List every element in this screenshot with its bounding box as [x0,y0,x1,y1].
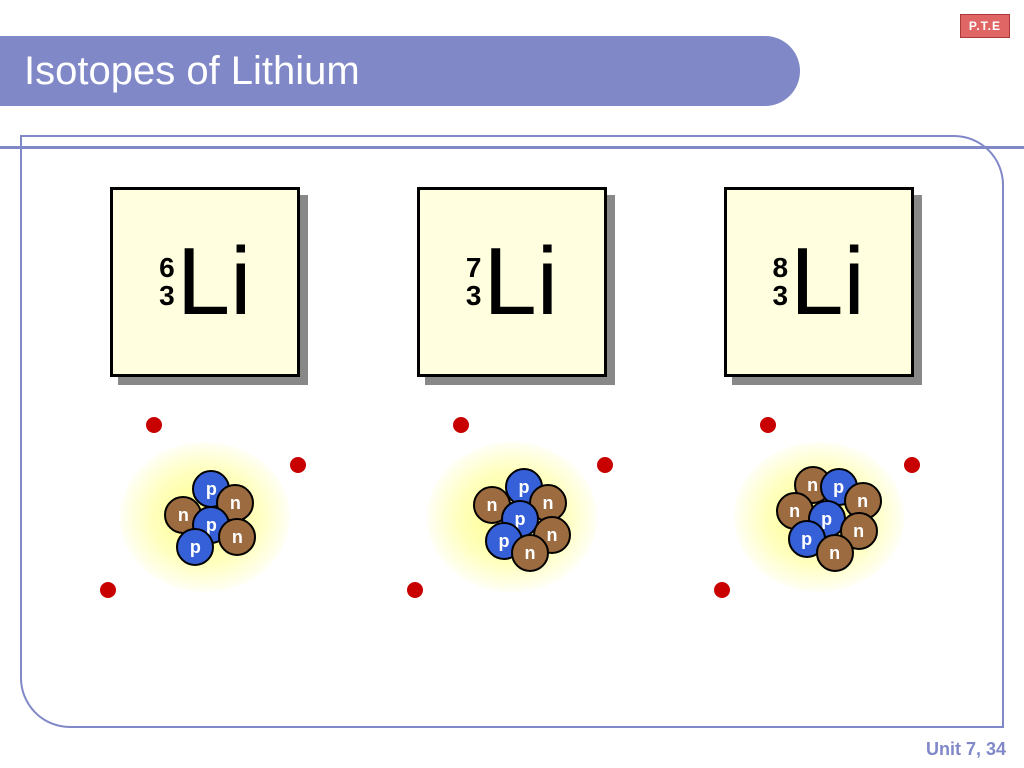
atom-diagram: pnnpnp [90,417,320,617]
notation-card: 63Li [110,187,300,377]
isotope-column: 83Li npnnpnpn [679,187,959,617]
atomic-number: 3 [466,282,482,310]
atomic-number: 3 [159,282,175,310]
footer-text: Unit 7, 34 [926,739,1006,760]
content-frame: 63Lipnnpnp73Lipnnpnpn83Linpnnpnpn [20,135,1004,728]
electron [407,582,423,598]
atomic-number: 3 [772,282,788,310]
atom-diagram: npnnpnpn [704,417,934,617]
neutron: n [218,518,256,556]
neutron: n [816,534,854,572]
mass-number: 8 [772,254,788,282]
neutron: n [511,534,549,572]
title-area: Isotopes of Lithium [0,36,1014,106]
electron [453,417,469,433]
nucleus: pnnpnpn [455,462,575,582]
element-symbol: Li [483,234,558,330]
isotope-column: 63Li pnnpnp [65,187,345,617]
pte-badge[interactable]: P.T.E [960,14,1010,38]
nucleus: npnnpnpn [762,462,882,582]
mass-number: 6 [159,254,175,282]
element-symbol: Li [790,234,865,330]
slide: P.T.E Isotopes of Lithium 63Lipnnpnp73Li… [0,0,1024,768]
title-text: Isotopes of Lithium [24,49,360,94]
electron [146,417,162,433]
atom-diagram: pnnpnpn [397,417,627,617]
electron [714,582,730,598]
notation-card: 83Li [724,187,914,377]
electron [290,457,306,473]
isotope-column: 73Li pnnpnpn [372,187,652,617]
electron [904,457,920,473]
electron [100,582,116,598]
notation-card: 73Li [417,187,607,377]
title-bar: Isotopes of Lithium [0,36,800,106]
nucleus: pnnpnp [148,462,268,582]
electron [760,417,776,433]
electron [597,457,613,473]
mass-number: 7 [466,254,482,282]
element-symbol: Li [177,234,252,330]
proton: p [176,528,214,566]
